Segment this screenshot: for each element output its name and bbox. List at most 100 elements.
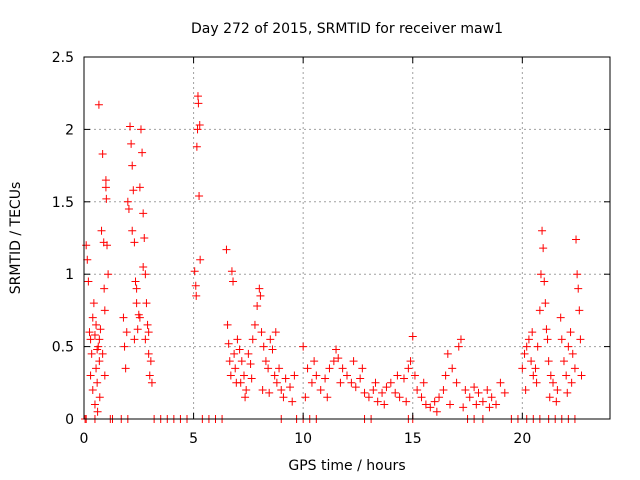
data-point bbox=[132, 284, 141, 293]
data-point bbox=[538, 226, 547, 235]
data-point bbox=[101, 183, 110, 192]
data-point bbox=[301, 393, 310, 402]
data-point bbox=[83, 255, 92, 264]
data-point bbox=[553, 386, 562, 395]
data-point bbox=[369, 386, 378, 395]
data-point bbox=[257, 328, 266, 337]
data-point bbox=[520, 349, 529, 358]
data-point bbox=[89, 299, 98, 308]
data-point bbox=[222, 245, 231, 254]
x-tick-label: 10 bbox=[294, 431, 312, 447]
data-point bbox=[567, 378, 576, 387]
data-point bbox=[246, 359, 255, 368]
data-point bbox=[288, 397, 297, 406]
data-point bbox=[97, 226, 106, 235]
data-point bbox=[439, 386, 448, 395]
data-point bbox=[264, 364, 273, 373]
data-point bbox=[129, 186, 138, 195]
data-point bbox=[271, 328, 280, 337]
data-point bbox=[123, 197, 132, 206]
data-point bbox=[545, 393, 554, 402]
data-point bbox=[279, 393, 288, 402]
data-point bbox=[528, 328, 537, 337]
data-point bbox=[496, 378, 505, 387]
data-point bbox=[225, 357, 234, 366]
data-point bbox=[93, 378, 102, 387]
data-point bbox=[94, 100, 103, 109]
y-tick-label: 2.5 bbox=[52, 50, 74, 66]
data-point bbox=[540, 277, 549, 286]
data-point bbox=[230, 349, 239, 358]
data-point bbox=[272, 378, 281, 387]
data-point bbox=[542, 325, 551, 334]
data-point bbox=[393, 371, 402, 380]
data-point bbox=[336, 378, 345, 387]
data-point bbox=[140, 234, 149, 242]
data-point bbox=[141, 335, 150, 344]
data-point bbox=[286, 383, 295, 392]
data-point bbox=[576, 335, 585, 344]
data-point bbox=[250, 320, 259, 329]
data-point bbox=[380, 400, 389, 409]
data-point bbox=[541, 299, 550, 308]
data-point bbox=[329, 357, 338, 366]
y-tick-label: 1 bbox=[65, 267, 74, 283]
data-point bbox=[85, 328, 94, 337]
data-point bbox=[90, 400, 99, 409]
data-point bbox=[378, 388, 387, 397]
data-point bbox=[128, 226, 137, 235]
data-point bbox=[127, 139, 136, 148]
data-point bbox=[143, 320, 152, 329]
y-tick-label: 1.5 bbox=[52, 195, 74, 211]
data-point bbox=[404, 364, 413, 373]
data-point bbox=[557, 335, 566, 344]
data-point bbox=[577, 371, 586, 380]
data-point bbox=[474, 388, 483, 397]
data-point bbox=[406, 357, 415, 366]
data-point bbox=[562, 371, 571, 380]
data-points bbox=[81, 92, 586, 423]
data-point bbox=[452, 378, 461, 387]
data-point bbox=[575, 306, 584, 315]
data-point bbox=[532, 378, 541, 387]
data-point bbox=[275, 364, 284, 373]
data-point bbox=[92, 364, 101, 373]
data-point bbox=[259, 342, 268, 351]
data-point bbox=[248, 335, 257, 344]
data-point bbox=[432, 407, 441, 416]
data-point bbox=[399, 374, 408, 383]
data-point bbox=[223, 320, 232, 329]
data-point bbox=[141, 270, 150, 279]
data-point bbox=[522, 342, 531, 351]
data-point bbox=[193, 92, 202, 101]
data-point bbox=[563, 388, 572, 397]
data-point bbox=[360, 388, 369, 397]
data-point bbox=[334, 354, 343, 363]
data-point bbox=[529, 371, 538, 380]
plot-frame bbox=[83, 56, 611, 420]
data-point bbox=[132, 299, 141, 308]
data-point bbox=[101, 176, 110, 185]
data-point bbox=[573, 270, 582, 279]
data-point bbox=[147, 378, 156, 387]
data-point bbox=[145, 371, 154, 380]
data-point bbox=[231, 364, 240, 373]
data-point bbox=[349, 357, 358, 366]
data-point bbox=[233, 335, 242, 344]
data-point bbox=[485, 403, 494, 412]
data-point bbox=[191, 281, 200, 290]
y-tick-label: 2 bbox=[65, 122, 74, 138]
data-point bbox=[421, 400, 430, 409]
data-point bbox=[487, 393, 496, 402]
data-point bbox=[539, 244, 548, 253]
data-point bbox=[128, 161, 137, 170]
data-point bbox=[193, 125, 202, 134]
data-point bbox=[86, 335, 95, 344]
data-point bbox=[135, 313, 144, 322]
data-point bbox=[103, 241, 112, 250]
data-point bbox=[391, 388, 400, 397]
data-point bbox=[402, 397, 411, 406]
data-point bbox=[192, 142, 201, 151]
y-tick-label: 0.5 bbox=[52, 340, 74, 356]
